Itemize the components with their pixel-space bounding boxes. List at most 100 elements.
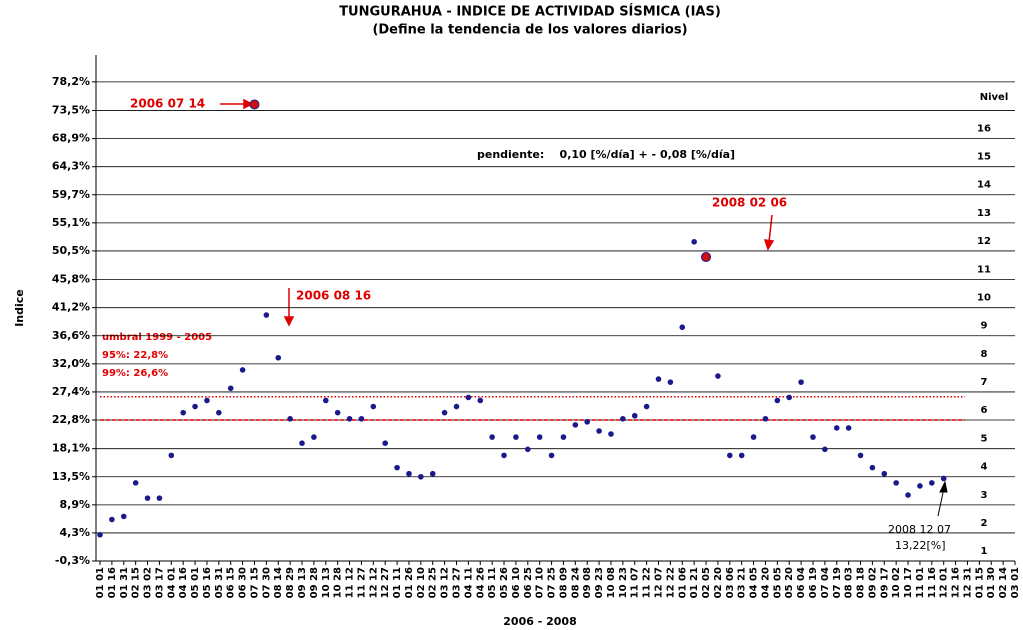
arrows <box>220 98 775 327</box>
level-label: 14 <box>977 180 991 191</box>
level-label: 1 <box>981 546 988 557</box>
data-point <box>940 475 947 482</box>
data-point <box>477 397 484 404</box>
data-point <box>620 415 626 422</box>
x-tick-label: 08 18 <box>856 567 867 598</box>
data-point <box>192 403 198 410</box>
level-label: 13 <box>977 208 991 219</box>
data-point <box>168 452 175 459</box>
annotation: 13,22[%] <box>895 539 946 552</box>
x-tick-label: 06 15 <box>226 567 237 598</box>
x-tick-label: 09 08 <box>582 567 593 598</box>
x-tick-label: 05 16 <box>202 567 213 598</box>
y-tick-label: 41,2% <box>52 301 90 314</box>
level-label: 10 <box>977 293 991 304</box>
y-tick-label: 18,1% <box>52 442 90 455</box>
data-point <box>406 470 412 477</box>
y-tick-label: 27,4% <box>52 385 90 398</box>
data-point <box>750 434 757 440</box>
x-tick-label: 05 20 <box>784 567 795 598</box>
level-label: 11 <box>977 264 991 275</box>
x-tick-label: 03 27 <box>451 567 462 598</box>
annotation: 2008 12 07 <box>888 523 951 536</box>
y-tick-label: 8,9% <box>59 498 90 511</box>
data-point <box>691 238 697 245</box>
data-point <box>655 376 662 382</box>
x-tick-label: 09 13 <box>297 567 308 598</box>
y-tick-label: 50,5% <box>52 244 90 257</box>
data-point <box>418 473 424 480</box>
chart-title: TUNGURAHUA - INDICE DE ACTIVIDAD SÍSMICA… <box>339 4 721 20</box>
x-tick-label: 12 01 <box>939 567 950 598</box>
x-tick-label: 02 05 <box>701 567 712 598</box>
data-point <box>762 415 769 422</box>
data-point <box>120 513 127 520</box>
x-tick-label: 05 31 <box>214 567 225 598</box>
data-point <box>334 409 341 416</box>
data-point <box>929 480 935 486</box>
x-tick-label: 03 01 <box>1010 567 1021 598</box>
data-point <box>810 434 816 440</box>
x-tick-label: 12 22 <box>665 567 676 598</box>
level-title: Nivel <box>980 92 1009 103</box>
data-point <box>572 422 579 428</box>
x-tick-label: 08 14 <box>273 567 284 598</box>
x-tick-label: 11 01 <box>915 567 926 598</box>
x-tick-label: 01 16 <box>107 567 118 598</box>
data-point <box>132 480 139 486</box>
x-tick-label: 08 29 <box>285 567 296 598</box>
x-tick-label: 01 26 <box>404 567 415 598</box>
data-point <box>917 483 923 489</box>
x-tick-label: 10 02 <box>891 567 902 598</box>
x-tick-label: 10 13 <box>321 567 332 598</box>
x-tick-label: 07 30 <box>261 567 272 598</box>
x-tick-label: 03 02 <box>143 567 154 598</box>
data-point <box>97 531 103 538</box>
annotation: umbral 1999 - 2005 <box>102 332 212 343</box>
data-point <box>727 452 733 459</box>
y-tick-label: 22,8% <box>52 413 90 426</box>
annotation: 95%: 22,8% <box>102 350 168 361</box>
x-tick-label: 02 14 <box>998 567 1009 598</box>
arrow <box>937 480 948 517</box>
x-tick-label: 11 27 <box>356 567 367 598</box>
x-tick-label: 10 28 <box>333 567 344 598</box>
data-point <box>905 492 911 498</box>
x-tick-label: 01 31 <box>119 567 130 598</box>
data-point <box>299 440 305 446</box>
data-point <box>453 403 460 410</box>
data-point <box>382 440 388 446</box>
data-point <box>239 367 246 373</box>
y-tick-label: 78,2% <box>52 75 90 88</box>
y-tick-label: 68,9% <box>52 132 90 145</box>
annotation: 2006 08 16 <box>296 289 371 303</box>
x-tick-label: 01 06 <box>677 567 688 598</box>
data-point <box>346 415 353 422</box>
x-tick-label: 12 16 <box>951 567 962 598</box>
x-tick-label: 07 19 <box>832 567 843 598</box>
x-tick-label: 08 24 <box>570 567 581 598</box>
data-point <box>608 431 614 437</box>
y-tick-label: 45,8% <box>52 273 90 286</box>
data-point <box>738 452 745 459</box>
data-point <box>322 397 329 404</box>
x-tick-label: 12 12 <box>368 567 379 598</box>
data-point <box>358 415 365 422</box>
x-tick-label: 02 25 <box>428 567 439 598</box>
x-tick-label: 03 06 <box>725 567 736 598</box>
data-point <box>524 446 531 453</box>
x-tick-label: 10 08 <box>606 567 617 598</box>
x-tick-label: 11 16 <box>927 567 938 598</box>
x-tick-label: 06 19 <box>808 567 819 598</box>
x-tick-label: 03 12 <box>440 567 451 598</box>
x-tick-label: 04 16 <box>178 567 189 598</box>
level-label: 16 <box>977 124 991 135</box>
data-point <box>109 516 115 523</box>
level-label: 6 <box>981 405 988 416</box>
data-point <box>513 434 519 440</box>
data-point <box>204 397 210 404</box>
x-tick-label: 07 25 <box>547 567 558 598</box>
y-tick-label: 73,5% <box>52 104 90 117</box>
x-tick-label: 03 21 <box>737 567 748 598</box>
